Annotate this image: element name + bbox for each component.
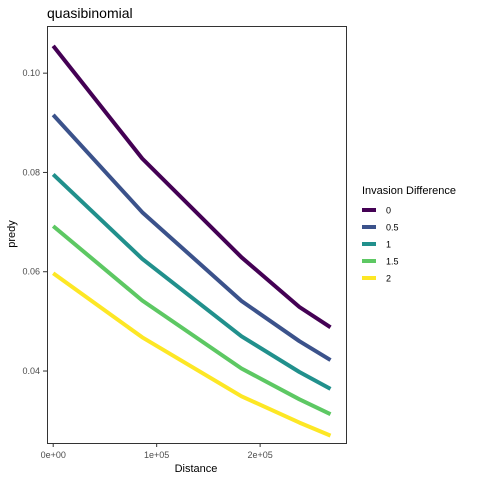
- y-tick-label-0: 0.04: [22, 366, 40, 376]
- legend-keys: 0 0.5 1 1.5 2: [362, 206, 399, 284]
- series-line-2: [51, 172, 332, 391]
- panel-border: [47, 26, 347, 444]
- chart-title: quasibinomial: [47, 5, 133, 21]
- y-tick-label-3: 0.10: [22, 68, 40, 78]
- y-tick-label-1: 0.06: [22, 267, 40, 277]
- x-tick-label-2: 2e+05: [247, 450, 272, 460]
- series-line-4: [52, 271, 332, 438]
- legend-label-4: 2: [386, 274, 391, 284]
- legend: Invasion Difference 0 0.5 1 1.5 2: [362, 185, 456, 284]
- x-tick-label-0: 0e+00: [41, 450, 66, 460]
- y-axis-title: predy: [6, 220, 18, 248]
- x-axis: 0e+00 1e+05 2e+05: [41, 443, 273, 460]
- legend-label-3: 1.5: [386, 257, 399, 267]
- series-line-0: [51, 44, 332, 329]
- plot-area: [47, 26, 347, 444]
- legend-title: Invasion Difference: [362, 185, 456, 197]
- x-axis-title: Distance: [175, 463, 218, 475]
- series-line-3: [51, 224, 332, 417]
- y-axis: 0.04 0.06 0.08 0.10: [22, 68, 47, 376]
- x-tick-label-1: 1e+05: [144, 450, 169, 460]
- series-line-1: [51, 113, 332, 362]
- legend-label-0: 0: [386, 206, 391, 216]
- series-lines: [51, 44, 332, 438]
- legend-label-2: 1: [386, 240, 391, 250]
- y-tick-label-2: 0.08: [22, 167, 40, 177]
- legend-label-1: 0.5: [386, 223, 399, 233]
